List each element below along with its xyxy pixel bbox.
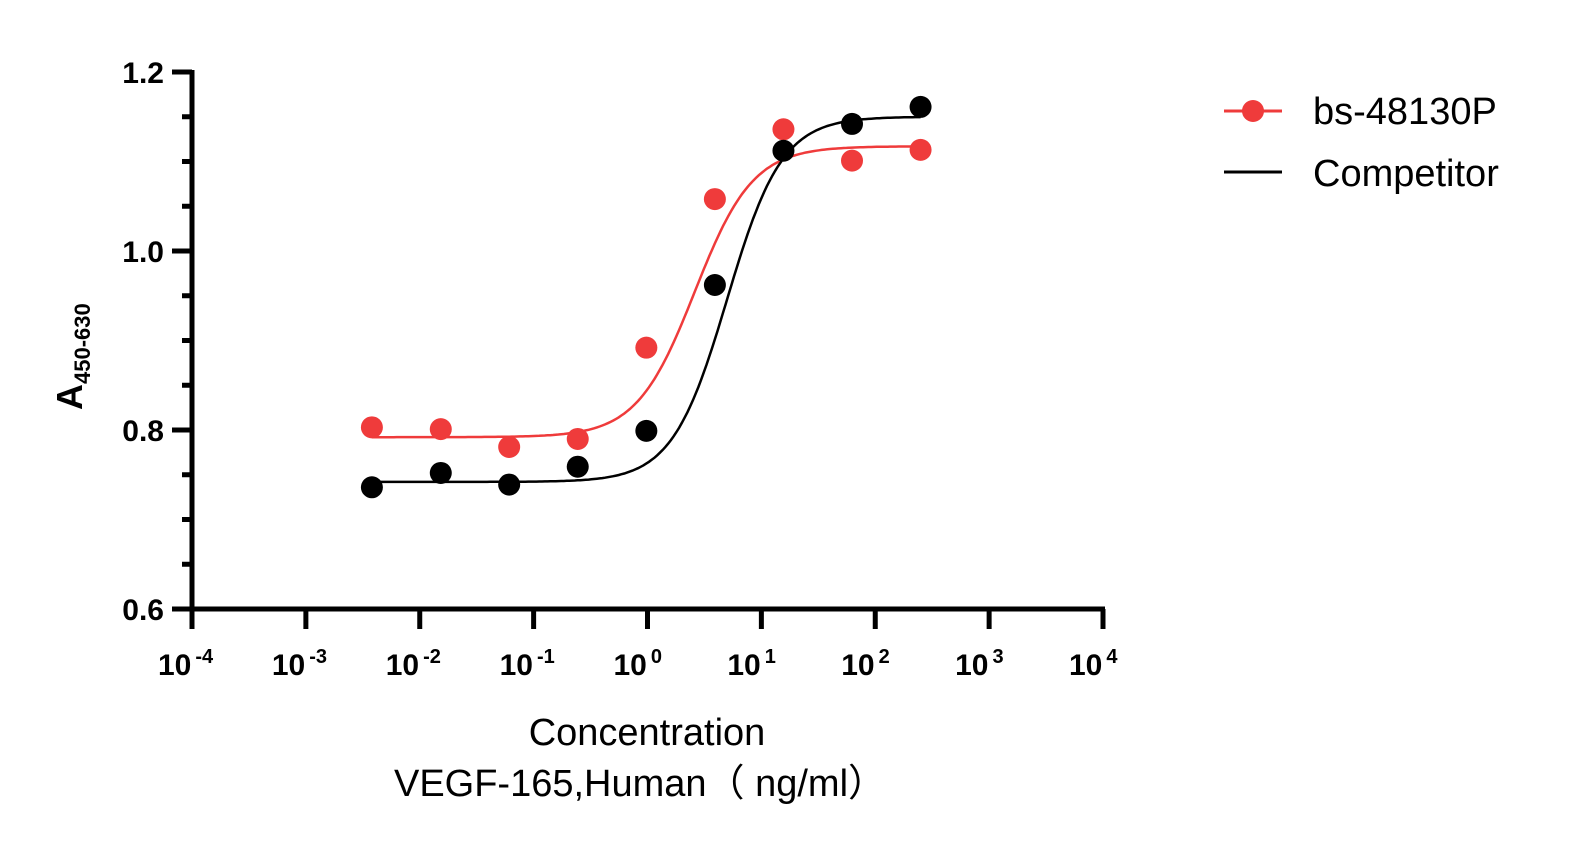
data-point-competitor [360,476,383,499]
legend-label-bs-48130p: bs-48130P [1313,91,1497,133]
x-tick-label: 10 -2 [386,646,441,682]
y-axis-title: A450-630 [49,303,95,410]
legend-label-competitor: Competitor [1313,153,1499,195]
x-tick-label: 10 3 [955,646,1004,682]
x-tick-label: 10 4 [1069,646,1118,682]
y-tick-label: 0.6 [122,594,164,627]
data-point-bs-48130p [635,336,658,359]
data-point-competitor [703,274,726,297]
data-point-competitor [772,139,795,162]
data-points [360,95,932,499]
data-point-bs-48130p [841,149,864,172]
x-tick-label: 10 2 [841,646,890,682]
x-axis-title: Concentration [529,712,766,754]
data-point-competitor [566,455,589,478]
x-tick-label: 10 -3 [272,646,327,682]
data-point-competitor [909,95,932,118]
y-axis-title-subscript: 450-630 [70,303,95,384]
data-point-competitor [841,112,864,135]
data-point-bs-48130p [909,138,932,161]
data-point-bs-48130p [772,118,795,141]
y-tick-label: 1.2 [122,57,164,90]
y-tick-label: 1.0 [122,236,164,269]
legend-marker-bs-48130p [1242,100,1264,122]
data-point-bs-48130p [429,418,452,441]
data-point-bs-48130p [703,188,726,211]
x-tick-labels: 10 -4 10 -3 10 -2 10 -1 10 0 10 1 10 2 10 3 10 4 [158,646,1118,682]
fit-curve-competitor [371,115,921,484]
fit-curves [371,115,921,484]
legend: bs-48130P Competitor [1224,91,1499,195]
x-tick-label: 10 0 [614,646,663,682]
data-point-competitor [635,419,658,442]
data-point-competitor [498,473,521,496]
data-point-bs-48130p [566,427,589,450]
y-tick-label: 0.8 [122,415,164,448]
data-point-bs-48130p [360,416,383,439]
y-tick-labels: 0.6 0.8 1.0 1.2 [122,57,164,627]
fit-curve-bs-48130p [371,145,921,439]
x-tick-label: 10 -4 [158,646,214,682]
x-tick-label: 10 1 [727,646,776,682]
legend-item-competitor: Competitor [1224,153,1499,195]
data-point-competitor [429,461,452,484]
data-point-bs-48130p [498,436,521,459]
x-axis-title-units: VEGF-165,Human（ ng/ml） [394,763,886,805]
x-tick-label: 10 -1 [500,646,555,682]
axes [172,69,1106,629]
legend-item-bs-48130p: bs-48130P [1224,91,1497,133]
